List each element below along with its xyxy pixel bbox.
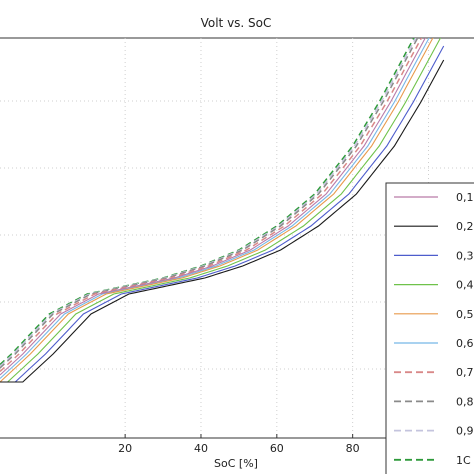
legend-items: 0,1 0,2 0,3 0,4 0,5 0,6 0,7 0,8 0,9 1C [394, 191, 474, 467]
legend-label: 0,2 [456, 220, 474, 233]
series-line [0, 59, 445, 383]
x-tick-label: 20 [118, 442, 132, 455]
legend-label: 0,3 [456, 249, 474, 262]
legend-label: 0,7 [456, 366, 474, 379]
legend-label: 0,6 [456, 337, 474, 350]
legend-label: 0,4 [456, 279, 474, 292]
x-axis-label: SoC [%] [214, 457, 258, 470]
legend-label: 0,8 [456, 395, 474, 408]
series-line [0, 38, 426, 376]
series-line [0, 38, 419, 369]
chart-title: Volt vs. SoC [201, 16, 272, 30]
legend-label: 0,1 [456, 191, 474, 204]
legend-box [385, 182, 474, 474]
legend-label: 1C [456, 454, 471, 467]
series-line [0, 38, 423, 373]
x-tick-label: 60 [270, 442, 284, 455]
series-layer [0, 38, 445, 383]
legend-label: 0,5 [456, 308, 474, 321]
series-line [0, 38, 430, 379]
legend: 0,1 0,2 0,3 0,4 0,5 0,6 0,7 0,8 0,9 1C [385, 182, 474, 474]
series-line [0, 38, 442, 383]
legend-label: 0,9 [456, 425, 474, 438]
x-tick-label: 40 [194, 442, 208, 455]
series-line [0, 38, 434, 383]
x-tick-label: 80 [346, 442, 360, 455]
series-line [0, 45, 445, 383]
